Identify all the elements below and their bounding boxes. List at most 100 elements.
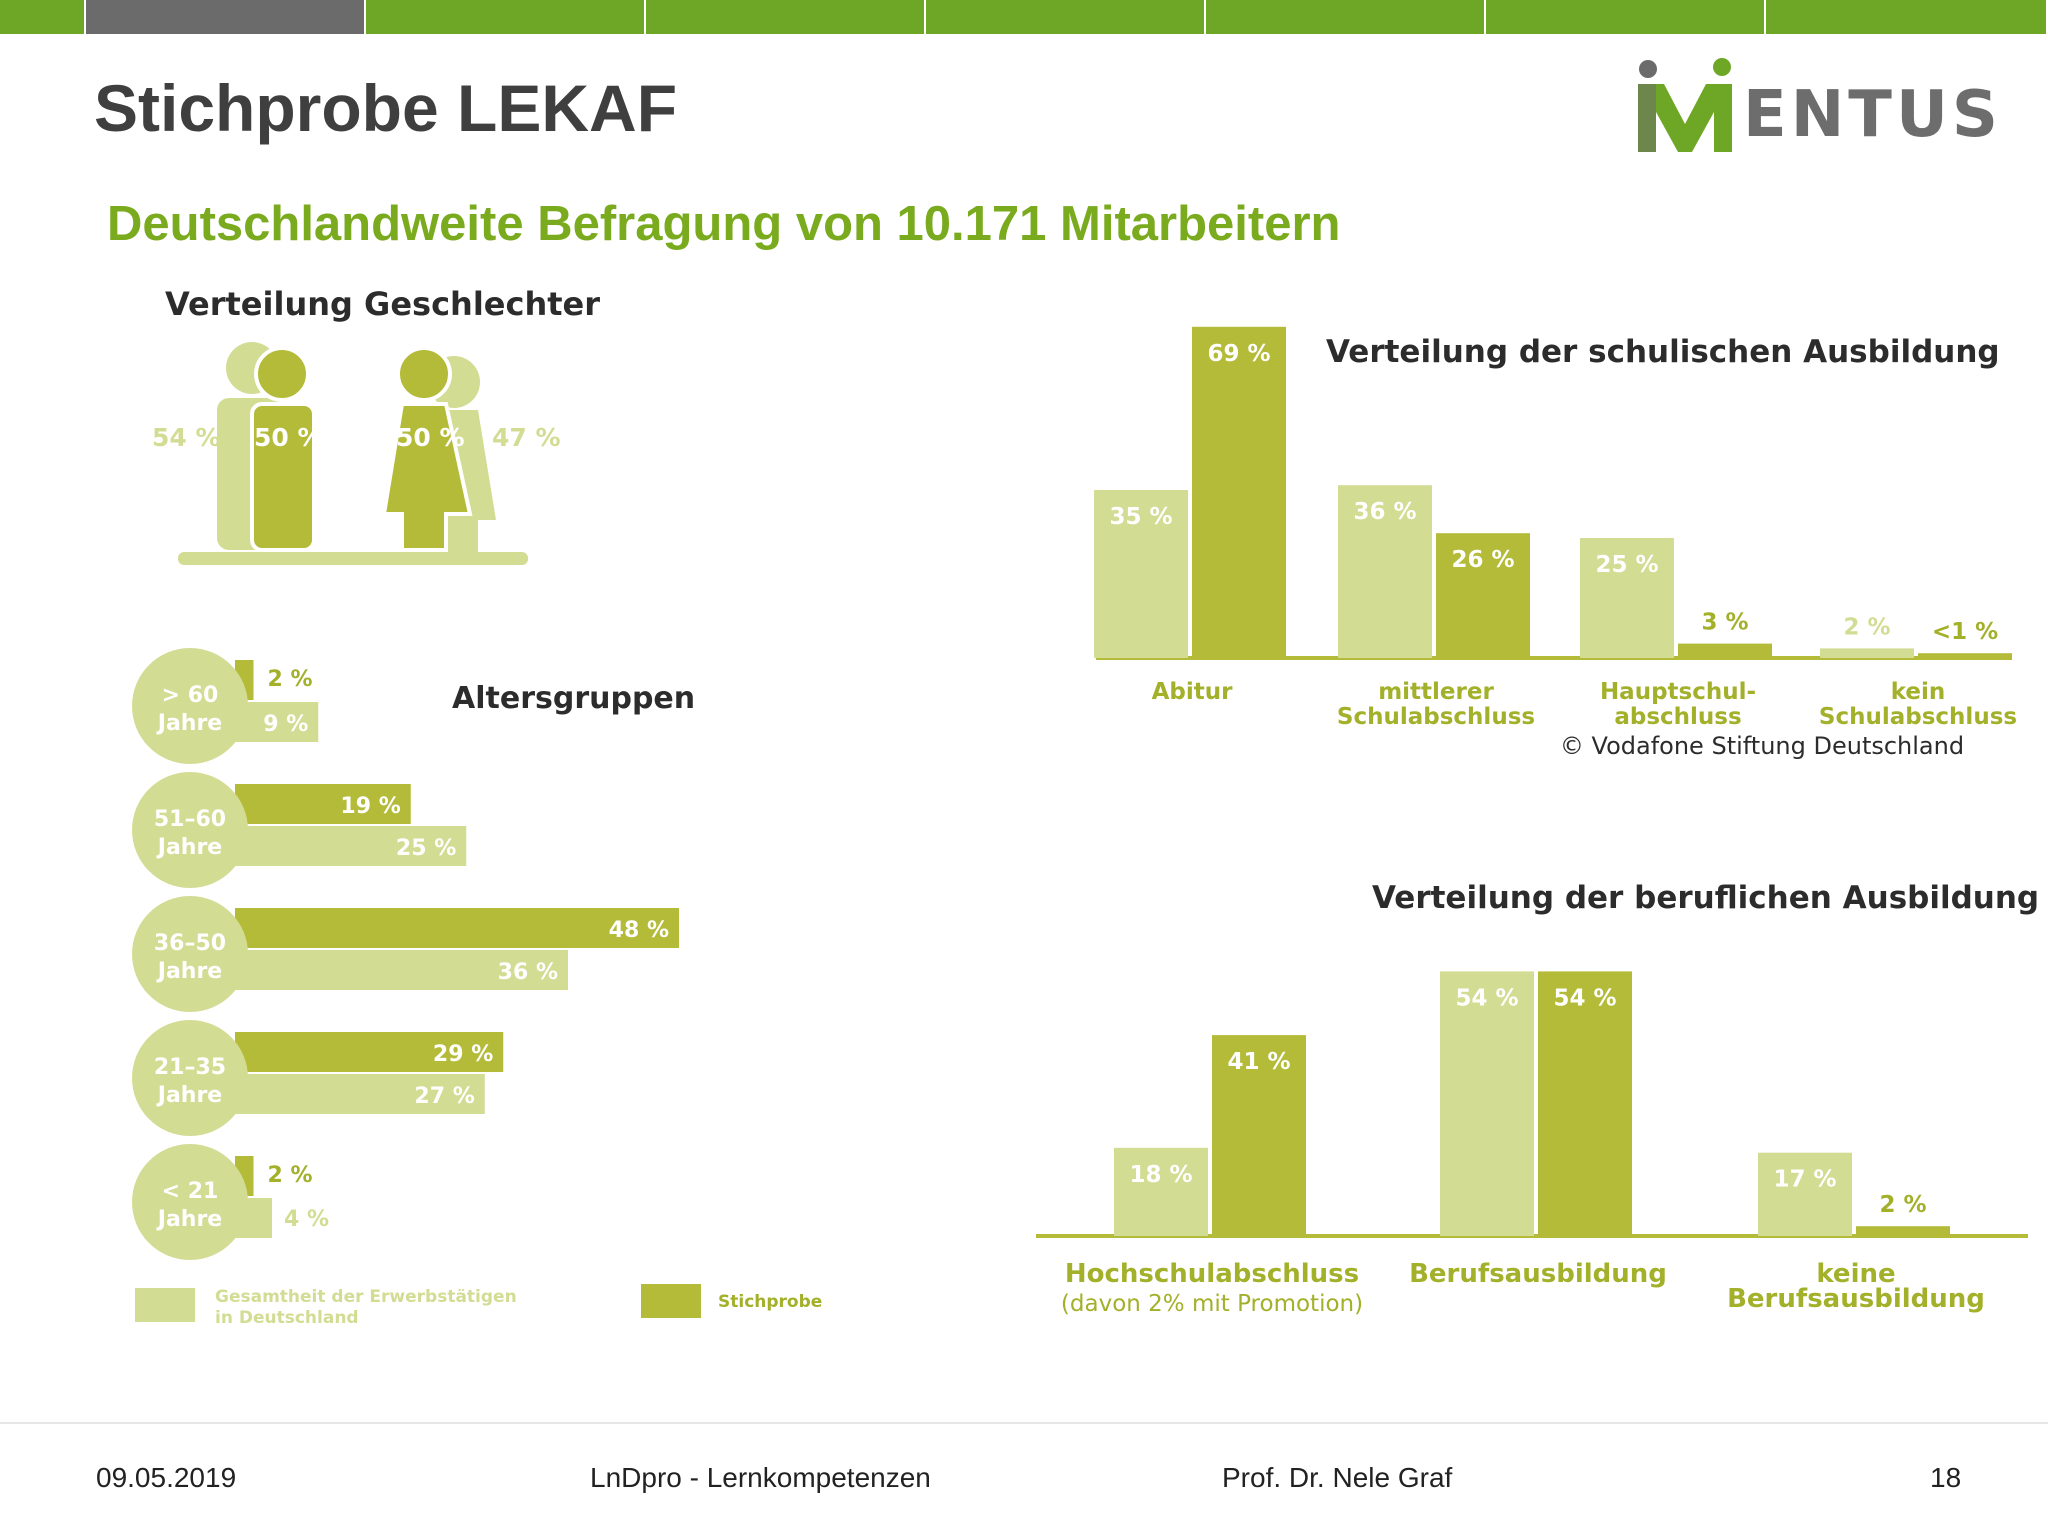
job-chart-bar-sample (1212, 1035, 1306, 1236)
male-figure-icon (250, 402, 316, 552)
school-chart-bar-population (1338, 485, 1432, 658)
age-label-sample: 48 % (609, 918, 669, 943)
age-group-badge (132, 1020, 248, 1136)
top-bar-segment (86, 0, 366, 34)
age-group-label: Jahre (156, 1083, 222, 1108)
gender-pictogram: Verteilung Geschlechter 54 % 50 % 50 % 47 % (152, 285, 600, 565)
school-chart-source: © Vodafone Stiftung Deutschland (1560, 732, 1964, 760)
gender-label-female-population: 47 % (492, 423, 561, 452)
legend-label-population: Gesamtheit der Erwerbstätigen (215, 1287, 517, 1307)
job-chart-label-population: 54 % (1455, 985, 1518, 1011)
job-chart: Verteilung der beruflichen Ausbildung 18 … (1036, 880, 2039, 1317)
age-group-badge (132, 772, 248, 888)
mentus-logo: ENTUS (1630, 56, 2010, 166)
age-label-sample: 2 % (268, 667, 313, 692)
school-chart-category-label: Schulabschluss (1337, 704, 1535, 730)
school-chart-label-sample: 69 % (1207, 341, 1270, 367)
school-chart-label-sample: <1 % (1932, 619, 1998, 645)
school-chart-category-label: abschluss (1614, 704, 1741, 730)
age-bar-population (235, 950, 568, 990)
top-bar-segment (366, 0, 646, 34)
school-chart-bar-sample (1192, 326, 1286, 658)
age-group-label: < 21 (162, 1179, 219, 1204)
age-group-badge (132, 896, 248, 1012)
job-chart-label-sample: 54 % (1553, 985, 1616, 1011)
job-chart-label-sample: 41 % (1227, 1049, 1290, 1075)
top-bar-segment (1486, 0, 1766, 34)
age-label-sample: 2 % (268, 1163, 313, 1188)
job-chart-category-note: (davon 2% mit Promotion) (1061, 1291, 1363, 1317)
age-chart: Altersgruppen > 60 Jahre 2 % 9 % 51–60 Jahre 19… (132, 648, 822, 1328)
school-chart-bar-population (1580, 538, 1674, 658)
age-bar-sample (235, 908, 679, 948)
school-chart-bar-population (1094, 490, 1188, 658)
female-figure-icon (381, 402, 473, 552)
age-label-population: 4 % (284, 1207, 329, 1232)
job-chart-label-population: 18 % (1129, 1162, 1192, 1188)
footer-date: 09.05.2019 (96, 1462, 237, 1493)
age-group-label: Jahre (156, 1207, 222, 1232)
job-chart-category-label: Hochschulabschluss (1065, 1259, 1359, 1289)
school-chart-bar-population (1820, 648, 1914, 658)
job-chart-bar-population (1758, 1152, 1852, 1236)
footer-course: LnDpro - Lernkompetenzen (590, 1462, 931, 1493)
age-group-label: 21–35 (154, 1055, 226, 1080)
gender-label-female-sample: 50 % (396, 423, 465, 452)
age-label-population: 25 % (396, 836, 456, 861)
age-group-badge (132, 648, 248, 764)
school-chart-title: Verteilung der schulischen Ausbildung (1326, 334, 2000, 370)
age-group-badge (132, 1144, 248, 1260)
slide-subtitle: Deutschlandweite Befragung von 10.171 Mi… (107, 197, 1341, 251)
job-chart-category-label: Berufsausbildung (1409, 1259, 1667, 1289)
school-chart-label-population: 36 % (1353, 499, 1416, 525)
gender-label-male-population: 54 % (152, 423, 221, 452)
school-chart-label-population: 35 % (1109, 504, 1172, 530)
age-chart-title: Altersgruppen (452, 681, 695, 716)
logo-wordmark: ENTUS (1743, 78, 2002, 152)
school-chart: Verteilung der schulischen Ausbildung 35 … (1094, 326, 2017, 760)
top-bar-segment (1206, 0, 1486, 34)
legend-label-population: in Deutschland (215, 1308, 359, 1328)
male-figure-icon (254, 346, 310, 402)
age-label-sample: 29 % (433, 1042, 493, 1067)
age-group-label: Jahre (156, 835, 222, 860)
age-label-population: 27 % (414, 1084, 474, 1109)
age-bar-population (235, 702, 319, 742)
gender-label-male-sample: 50 % (254, 423, 323, 452)
age-label-population: 36 % (498, 960, 558, 985)
school-chart-category-label: Schulabschluss (1819, 704, 2017, 730)
job-chart-bar-sample (1538, 971, 1632, 1236)
age-group-label: Jahre (156, 711, 222, 736)
job-chart-bar-sample (1856, 1226, 1950, 1236)
school-chart-category-label: Abitur (1152, 679, 1234, 705)
school-chart-category-label: Hauptschul- (1600, 679, 1756, 705)
top-accent-bar (0, 0, 2048, 34)
age-group-label: 51–60 (154, 807, 226, 832)
job-chart-title: Verteilung der beruflichen Ausbildung (1372, 880, 2039, 916)
job-chart-label-sample: 2 % (1879, 1192, 1926, 1218)
job-chart-category-label: Berufsausbildung (1727, 1284, 1985, 1314)
school-chart-bar-sample (1678, 643, 1772, 658)
age-label-sample: 19 % (340, 794, 400, 819)
legend-swatch-sample (641, 1284, 701, 1318)
top-bar-segment (926, 0, 1206, 34)
age-group-label: Jahre (156, 959, 222, 984)
footer-divider (0, 1422, 2048, 1424)
school-chart-label-sample: 26 % (1451, 547, 1514, 573)
job-chart-bar-population (1114, 1147, 1208, 1236)
job-chart-label-population: 17 % (1773, 1167, 1836, 1193)
school-chart-bar-sample (1918, 653, 2012, 658)
charts-canvas: Verteilung Geschlechter 54 % 50 % 50 % 47 % A… (132, 285, 2039, 1328)
female-figure-icon (396, 346, 452, 402)
slide-title: Stichprobe LEKAF (94, 71, 678, 145)
age-bar-population (235, 1074, 485, 1114)
school-chart-label-population: 25 % (1595, 552, 1658, 578)
age-label-population: 9 % (263, 712, 308, 737)
job-chart-bar-population (1440, 971, 1534, 1236)
footer-author: Prof. Dr. Nele Graf (1222, 1462, 1453, 1493)
school-chart-category-label: mittlerer (1378, 679, 1494, 705)
footer-page-number: 18 (1930, 1462, 1962, 1493)
mentus-logo-mark-icon (1638, 58, 1732, 152)
age-group-label: > 60 (162, 683, 219, 708)
school-chart-category-label: kein (1891, 679, 1946, 705)
